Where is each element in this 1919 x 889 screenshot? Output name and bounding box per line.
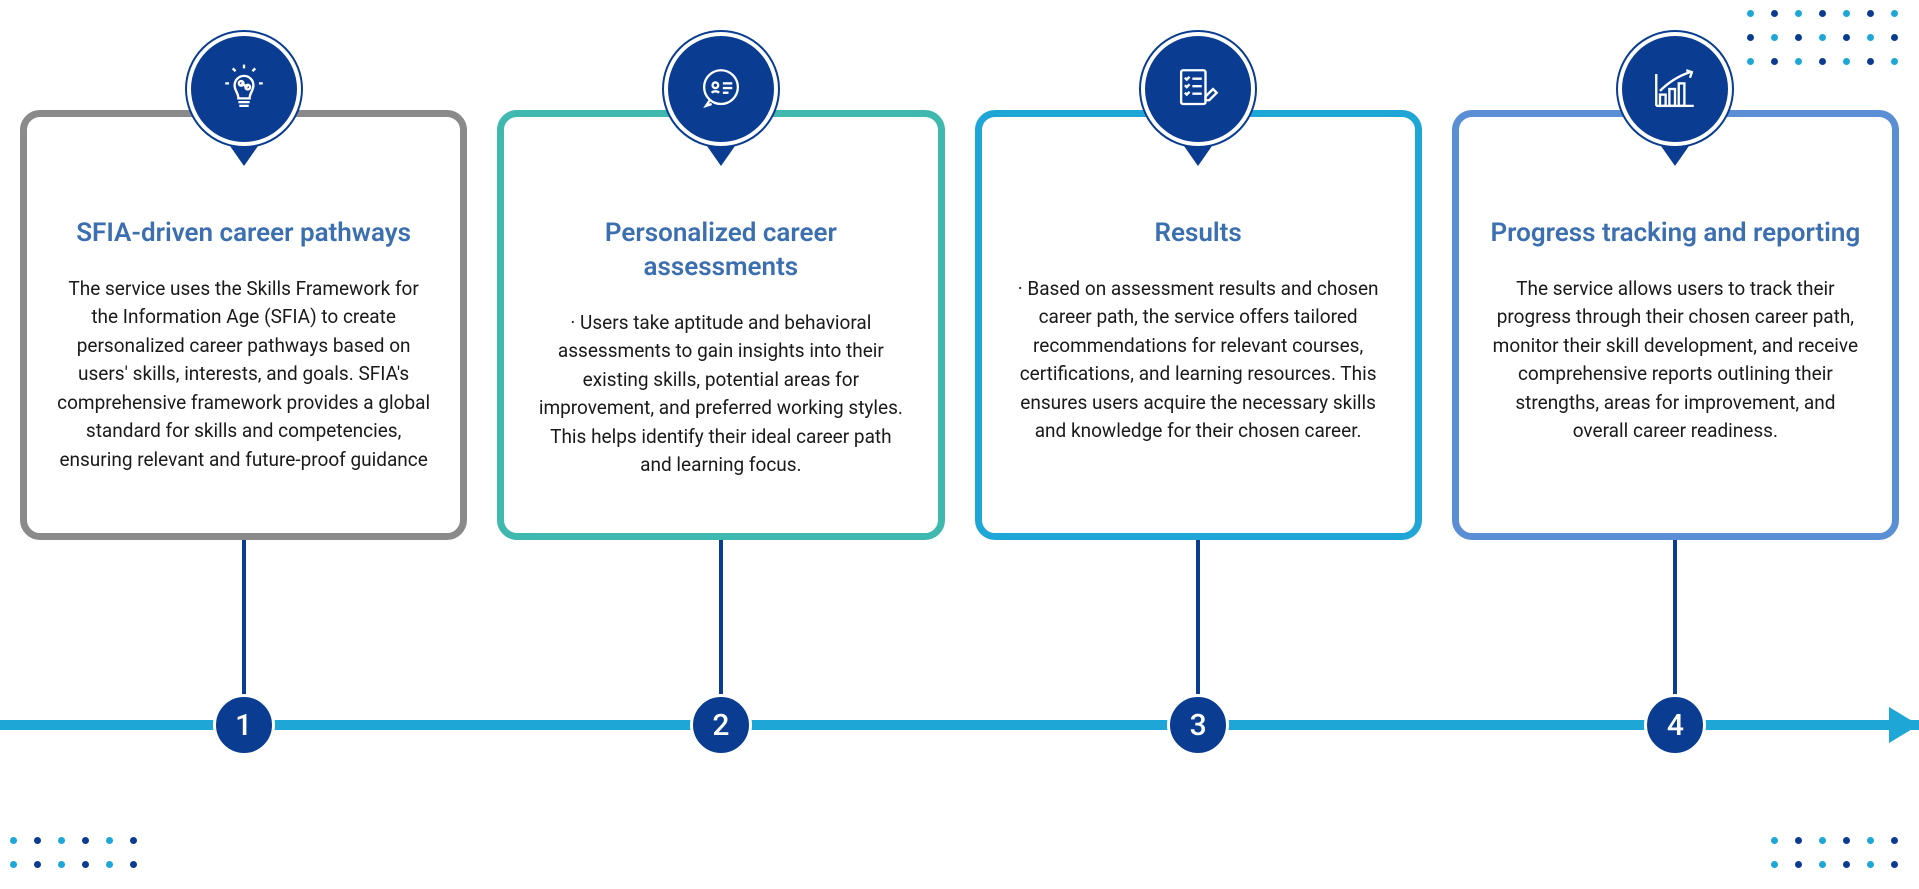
step-1-pin	[184, 30, 304, 170]
step-1-card: SFIA-driven career pathways The service …	[20, 110, 467, 540]
step-3-pin	[1138, 30, 1258, 170]
timeline-bar	[0, 720, 1919, 730]
step-number-1: 1	[213, 694, 275, 756]
step-1-body: The service uses the Skills Framework fo…	[55, 275, 432, 475]
step-number-3: 3	[1167, 694, 1229, 756]
step-number-4: 4	[1644, 694, 1706, 756]
growth-chart-icon	[1645, 59, 1705, 119]
step-2: Personalized career assessments · Users …	[497, 30, 944, 540]
pin-circle	[191, 36, 297, 142]
step-2-title: Personalized career assessments	[532, 217, 909, 285]
step-4-body: The service allows users to track their …	[1487, 275, 1864, 446]
step-3: Results · Based on assessment results an…	[975, 30, 1422, 540]
step-4-card: Progress tracking and reporting The serv…	[1452, 110, 1899, 540]
pin-circle	[1145, 36, 1251, 142]
step-3-body: · Based on assessment results and chosen…	[1010, 275, 1387, 446]
step-2-body: · Users take aptitude and behavioral ass…	[532, 309, 909, 480]
checklist-icon	[1168, 59, 1228, 119]
step-number-2: 2	[690, 694, 752, 756]
lightbulb-icon	[214, 59, 274, 119]
pin-circle	[1622, 36, 1728, 142]
steps-row: SFIA-driven career pathways The service …	[20, 30, 1899, 540]
step-4-pin	[1615, 30, 1735, 170]
decor-dots-bottom-left	[10, 837, 148, 879]
step-3-card: Results · Based on assessment results an…	[975, 110, 1422, 540]
step-1: SFIA-driven career pathways The service …	[20, 30, 467, 540]
timeline-arrow	[1889, 707, 1919, 743]
decor-dots-bottom-right	[1771, 837, 1909, 879]
profile-icon	[691, 59, 751, 119]
pin-circle	[668, 36, 774, 142]
step-2-pin	[661, 30, 781, 170]
step-3-title: Results	[1010, 217, 1387, 251]
step-2-card: Personalized career assessments · Users …	[497, 110, 944, 540]
step-1-title: SFIA-driven career pathways	[55, 217, 432, 251]
step-4: Progress tracking and reporting The serv…	[1452, 30, 1899, 540]
step-4-title: Progress tracking and reporting	[1487, 217, 1864, 251]
